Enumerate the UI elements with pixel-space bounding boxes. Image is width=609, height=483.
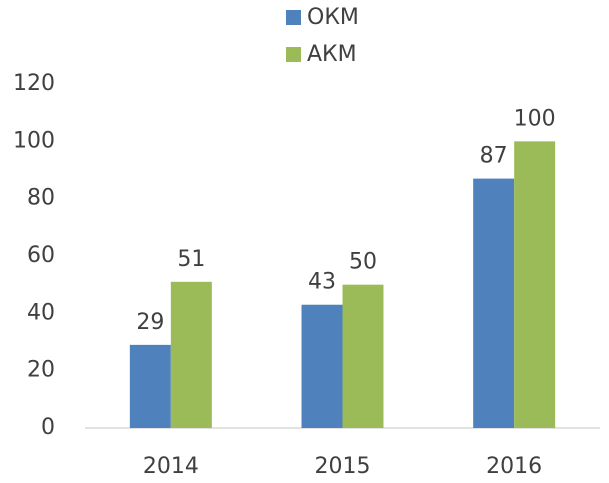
bar (129, 344, 171, 428)
data-label: 100 (514, 106, 556, 131)
y-tick-label: 20 (27, 358, 55, 383)
bar (301, 304, 343, 428)
data-label: 51 (177, 247, 205, 272)
data-label: 43 (308, 270, 336, 295)
y-tick-label: 0 (41, 415, 55, 440)
legend-label: АКМ (307, 42, 357, 67)
bar (342, 284, 384, 428)
legend-label: ОКМ (307, 5, 359, 30)
data-label: 87 (480, 144, 508, 169)
x-tick-label: 2016 (486, 454, 542, 479)
y-tick-label: 100 (13, 128, 55, 153)
x-tick-label: 2015 (315, 454, 371, 479)
bar (514, 141, 556, 429)
y-tick-label: 60 (27, 243, 55, 268)
bar (473, 178, 515, 428)
data-label: 29 (136, 310, 164, 335)
x-tick-label: 2014 (143, 454, 199, 479)
y-tick-label: 120 (13, 71, 55, 96)
y-tick-label: 40 (27, 300, 55, 325)
y-tick-label: 80 (27, 186, 55, 211)
legend-swatch (286, 47, 301, 62)
bar (170, 281, 212, 428)
data-label: 50 (349, 250, 377, 275)
legend-swatch (286, 10, 301, 25)
